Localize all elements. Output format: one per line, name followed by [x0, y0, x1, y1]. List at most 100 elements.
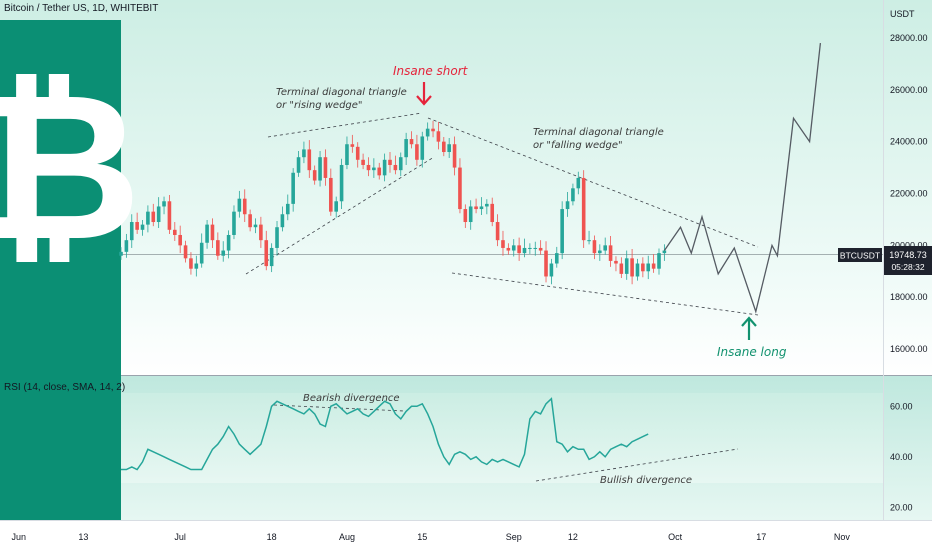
- rising-wedge-upper-line: [267, 112, 423, 138]
- candle-body: [323, 157, 328, 178]
- candle-body: [409, 139, 414, 145]
- falling-wedge-label-2: or "falling wedge": [533, 140, 623, 151]
- candle-body: [442, 141, 446, 153]
- candle-body: [124, 240, 129, 252]
- time-tick-label: 12: [568, 532, 578, 542]
- price-tick-label: 24000.00: [890, 137, 928, 147]
- bearish-divergence-label: Bearish divergence: [303, 393, 400, 404]
- candle-body: [393, 164, 398, 171]
- insane-short-label: Insane short: [393, 64, 469, 78]
- candle-body: [355, 146, 360, 160]
- symbol-title[interactable]: Bitcoin / Tether US, 1D, WHITEBIT: [4, 3, 159, 14]
- candle-body: [307, 149, 312, 171]
- time-tick-label: Nov: [834, 532, 851, 542]
- time-tick-label: Sep: [506, 532, 522, 542]
- falling-wedge-label-1: Terminal diagonal triangle: [533, 127, 664, 138]
- candle-body: [425, 128, 430, 137]
- rsi-axis[interactable]: 60.00 40.00 20.00: [890, 401, 913, 512]
- time-tick-label: Jul: [174, 532, 186, 542]
- bearish-divergence-line: [273, 404, 405, 412]
- price-axis[interactable]: 28000.00 26000.00 24000.00 22000.00 20000.00…: [890, 33, 928, 354]
- candle-body: [528, 247, 532, 249]
- candle-body: [657, 253, 661, 269]
- candle-body: [624, 258, 629, 274]
- bullish-divergence-line: [535, 448, 739, 482]
- candle-body: [339, 164, 344, 202]
- candle-body: [280, 214, 285, 228]
- time-tick-label: Jun: [12, 532, 27, 542]
- candle-body: [549, 263, 554, 277]
- badge-ticker: BTCUSDT: [840, 251, 880, 261]
- candle-body: [183, 245, 188, 259]
- candle-body: [189, 258, 193, 269]
- candle-body: [156, 206, 161, 223]
- candle-body: [560, 209, 564, 254]
- price-tick-label: 18000.00: [890, 292, 928, 302]
- candle-body: [318, 157, 322, 181]
- candle-body: [366, 164, 371, 171]
- time-tick-label: 15: [417, 532, 427, 542]
- candle-body: [275, 227, 279, 248]
- candle-body: [216, 240, 220, 256]
- candle-body: [420, 136, 425, 160]
- candle-body: [598, 250, 602, 254]
- badge-price: 19748.73: [889, 250, 927, 260]
- candle-body: [533, 247, 538, 249]
- candle-body: [404, 139, 408, 158]
- candle-body: [221, 250, 226, 256]
- rsi-band: [121, 393, 883, 483]
- candle-body: [259, 224, 263, 241]
- currency-label: USDT: [890, 9, 915, 19]
- candle-body: [495, 222, 500, 241]
- candle-body: [490, 203, 495, 223]
- candle-body: [485, 203, 489, 207]
- candle-body: [269, 247, 274, 267]
- candle-body: [146, 211, 150, 225]
- green-up-arrow-icon: [741, 316, 757, 340]
- candle-body: [129, 222, 134, 241]
- candle-body: [291, 172, 295, 204]
- candle-body: [248, 214, 252, 228]
- rsi-tick-label: 20.00: [890, 502, 913, 512]
- candle-body: [162, 201, 166, 207]
- candle-body: [554, 253, 559, 264]
- candle-body: [522, 247, 527, 254]
- candle-body: [458, 167, 462, 210]
- rising-wedge-label-2: or "rising wedge": [276, 100, 363, 111]
- candle-body: [253, 224, 258, 228]
- candle-body: [194, 263, 199, 269]
- candle-body: [382, 159, 387, 176]
- candle-body: [581, 177, 586, 241]
- candle-body: [296, 157, 301, 173]
- candle-body: [334, 201, 338, 212]
- candle-body: [329, 177, 333, 212]
- candle-body: [646, 263, 651, 272]
- rising-wedge-label-1: Terminal diagonal triangle: [276, 87, 407, 98]
- rsi-tick-label: 40.00: [890, 452, 913, 462]
- rsi-title[interactable]: RSI (14, close, SMA, 14, 2): [4, 382, 126, 393]
- candle-body: [431, 128, 435, 132]
- candle-body: [565, 201, 570, 210]
- candle-body: [350, 144, 355, 147]
- candle-body: [635, 263, 640, 277]
- price-tick-label: 22000.00: [890, 189, 928, 199]
- time-tick-label: 13: [78, 532, 88, 542]
- price-badge: BTCUSDT 19748.73 05:28:32: [838, 246, 932, 275]
- candle-body: [544, 250, 548, 277]
- candle-body: [506, 247, 511, 251]
- candle-body: [538, 247, 543, 251]
- candle-body: [511, 245, 516, 251]
- candle-body: [178, 234, 182, 246]
- candle-body: [119, 251, 123, 256]
- time-tick-label: Aug: [339, 532, 355, 542]
- candle-body: [377, 167, 382, 176]
- candle-body: [592, 240, 597, 254]
- time-axis[interactable]: Jun 13 Jul 18 Aug 15 Sep 12 Oct 17 Nov: [12, 532, 851, 542]
- price-tick-label: 20000.00: [890, 240, 928, 250]
- candle-body: [603, 245, 607, 251]
- candle-body: [662, 250, 667, 254]
- candle-body: [571, 188, 575, 202]
- bullish-divergence-label: Bullish divergence: [600, 475, 692, 486]
- candle-body: [302, 149, 306, 158]
